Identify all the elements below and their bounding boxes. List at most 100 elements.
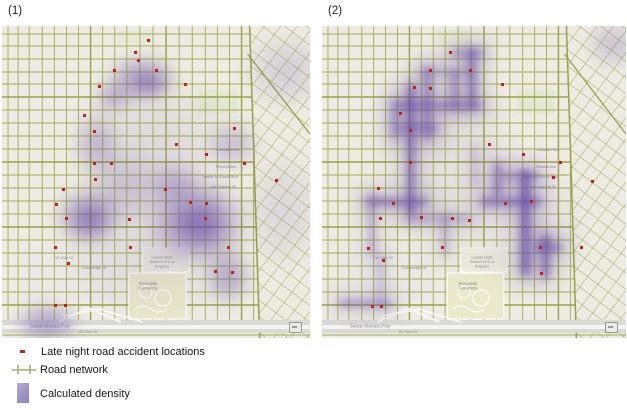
panel-1-label: (1): [8, 5, 23, 17]
accident-dot: [399, 112, 402, 115]
accident-dot: [539, 246, 542, 249]
accident-dot: [409, 161, 412, 164]
density-blob: [144, 158, 204, 210]
accident-dot: [189, 201, 192, 204]
accident-dot: [243, 162, 246, 165]
accident-dot: [559, 161, 562, 164]
density-segment: [420, 70, 472, 75]
density-segment: [378, 256, 383, 304]
density-blob: [202, 244, 254, 308]
map-label: Loyola High School Of Los Angeles: [469, 255, 494, 269]
density-segment: [407, 84, 415, 216]
accident-dot: [98, 85, 101, 88]
density-segment: [468, 48, 476, 108]
density-segment-halo: [398, 208, 480, 230]
accident-marker-icon: [20, 350, 25, 353]
accident-dot: [377, 187, 380, 190]
density-blob: [67, 66, 237, 236]
map-panel-network-density: Santa Monica Fwy Rosedale Cemetery Loyola …: [322, 26, 626, 338]
accident-dot: [451, 217, 454, 220]
density-segment: [406, 216, 472, 222]
density-segment: [396, 102, 482, 109]
accident-dot: [591, 180, 594, 183]
accident-dot: [429, 87, 432, 90]
map-label: W 22nd St: [398, 329, 418, 335]
density-segment: [500, 173, 540, 179]
map-label: Cambridge Dr: [82, 266, 107, 271]
density-segment-halo: [412, 62, 480, 83]
legend-label-density: Calculated density: [40, 388, 130, 400]
accident-dot: [504, 202, 507, 205]
accident-dot: [580, 246, 583, 249]
accident-dot: [175, 143, 178, 146]
density-segment: [472, 146, 477, 186]
accident-dot: [469, 69, 472, 72]
density-blob: [71, 108, 123, 180]
accident-dot: [54, 304, 57, 307]
accident-dot: [214, 270, 217, 273]
accident-dot: [441, 246, 444, 249]
accident-dot: [55, 203, 58, 206]
density-blob: [128, 70, 172, 98]
density-blob: [70, 203, 110, 239]
map-label: Leeward Ave: [216, 148, 239, 153]
density-segment: [534, 243, 562, 251]
density-blob: [242, 149, 310, 273]
accident-dot: [110, 162, 113, 165]
density-blob: [202, 118, 262, 170]
accident-dot: [137, 59, 140, 62]
road-network-marker-icon: [12, 364, 36, 376]
accident-dot: [540, 272, 543, 275]
map-label: W 22nd St: [78, 329, 98, 335]
density-blob: [52, 184, 124, 248]
density-segment-halo: [330, 292, 400, 315]
map-label: W 15th St: [375, 255, 393, 261]
accident-dot: [64, 304, 67, 307]
map-label: Leeward Ave: [536, 147, 560, 153]
map-label: San Marino St: [530, 185, 555, 190]
density-blob: [166, 196, 234, 252]
accident-dot: [530, 200, 533, 203]
accident-dot: [54, 246, 57, 249]
map-inset-icon: [289, 322, 302, 333]
accident-dots-layer: [322, 26, 626, 338]
density-blob: [362, 56, 522, 236]
density-blob: [11, 301, 83, 338]
map-label: Cambridge Dr: [401, 265, 427, 271]
accident-dot: [413, 86, 416, 89]
accident-dot: [205, 153, 208, 156]
map-label: Rosedale Cemetery: [138, 281, 157, 291]
density-segment: [366, 198, 428, 206]
accident-dot: [233, 127, 236, 130]
density-segment: [480, 198, 542, 206]
accident-dot: [164, 188, 167, 191]
density-segment: [450, 50, 484, 56]
density-segment-halo: [388, 117, 446, 140]
accident-dot: [204, 217, 207, 220]
density-segment: [392, 100, 398, 138]
density-segment: [396, 125, 438, 132]
accident-dot: [379, 217, 382, 220]
accident-dot: [227, 246, 230, 249]
panel-2-label: (2): [328, 5, 343, 17]
density-segment-halo: [492, 165, 548, 187]
accident-dot: [231, 271, 234, 274]
density-segment: [541, 234, 550, 278]
density-segment-halo: [434, 206, 456, 264]
density-blob: [242, 31, 310, 111]
accident-dots-layer: [2, 26, 310, 338]
accident-dot: [409, 129, 412, 132]
accident-dot: [429, 69, 432, 72]
legend-label-road-network: Road network: [40, 364, 108, 376]
density-blob: [104, 52, 180, 104]
accident-dot: [449, 51, 452, 54]
density-segment-halo: [370, 248, 391, 312]
accident-dot: [83, 114, 86, 117]
accident-dot: [65, 217, 68, 220]
map-label: Francis Ave: [216, 165, 237, 170]
accident-dot: [62, 188, 65, 191]
density-blob: [57, 176, 247, 326]
accident-dot: [468, 219, 471, 222]
